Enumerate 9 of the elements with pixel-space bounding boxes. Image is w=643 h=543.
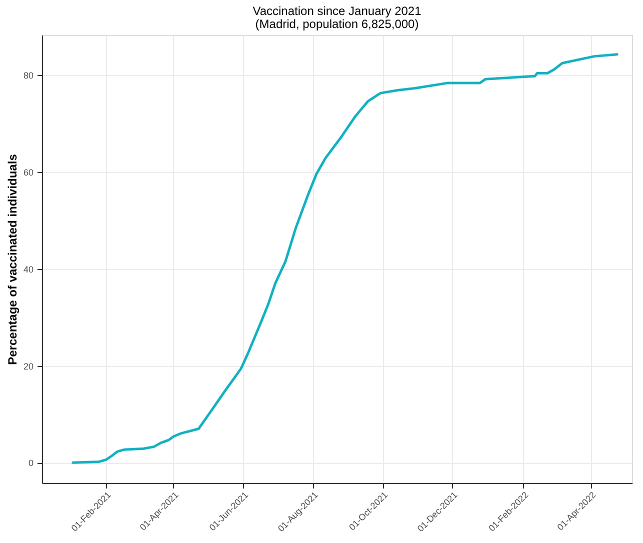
y-axis-title: Percentage of vaccinated individuals xyxy=(5,154,20,365)
y-tick-label: 40 xyxy=(23,264,34,274)
y-tick-label: 20 xyxy=(23,361,34,372)
line-series xyxy=(72,53,618,464)
y-tick-label: 0 xyxy=(28,458,34,468)
chart-title: Vaccination since January 2021 xyxy=(252,4,422,18)
chart-subtitle: (Madrid, population 6,825,000) xyxy=(255,17,419,31)
y-tick-label: 60 xyxy=(23,168,34,178)
y-tick-label: 80 xyxy=(23,70,34,81)
